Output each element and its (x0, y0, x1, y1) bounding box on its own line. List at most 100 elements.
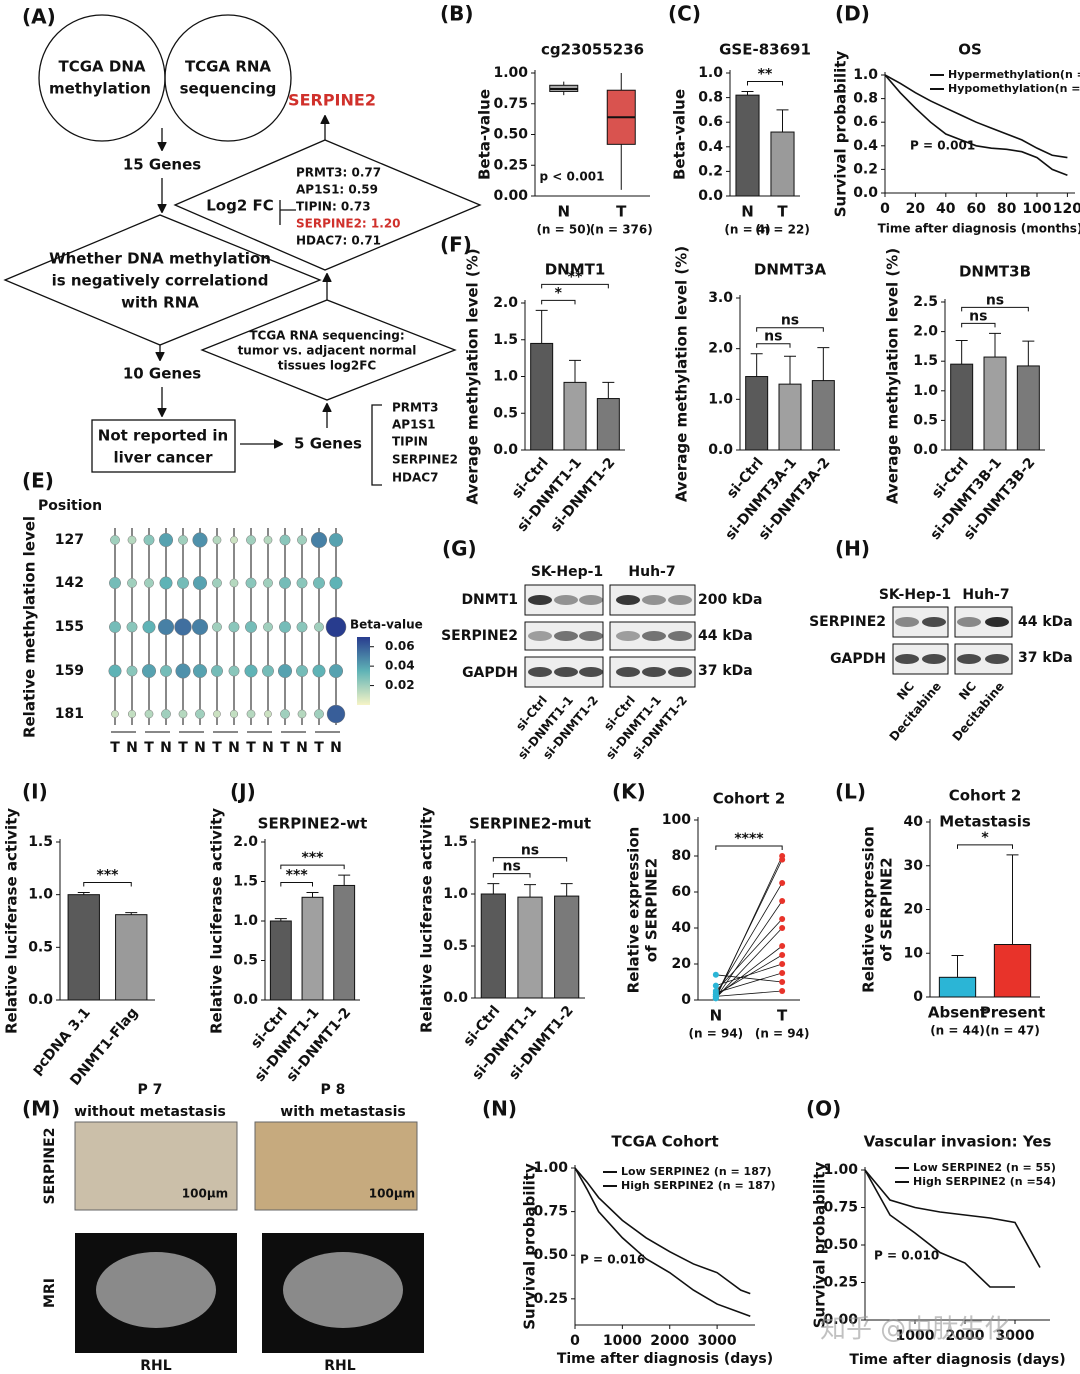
error-bar (77, 892, 90, 895)
row-label: 142 (55, 575, 84, 591)
y-axis-label: Relative methylation level (21, 516, 39, 738)
diamond (200, 299, 457, 401)
y-tick-label: 0.00 (823, 1312, 858, 1328)
x-tick-label: Absent (928, 1004, 987, 1022)
panel-letter: (C) (668, 2, 701, 26)
label: HDAC7: 0.71 (296, 234, 381, 248)
dot (296, 665, 308, 677)
bar (269, 920, 292, 1001)
dot (192, 663, 208, 679)
point (779, 880, 786, 886)
lane-label: NC (956, 679, 979, 703)
y-tick-label: 2.5 (913, 294, 938, 310)
y-axis-label: Average methylation level (%) (884, 248, 902, 504)
error-bar (989, 332, 1001, 358)
label: RHL (324, 1358, 355, 1374)
significance-bracket (756, 327, 824, 332)
dot (263, 622, 273, 632)
x-tick-label: T (616, 203, 627, 221)
dot (174, 618, 192, 636)
colorbar-label: 0.02 (385, 678, 415, 692)
x-axis-label: Time after diagnosis (days) (557, 1351, 773, 1367)
label: PRMT3 (392, 401, 439, 415)
pair-line (715, 859, 783, 997)
y-axis-label: Relative luciferase activity (418, 807, 436, 1033)
blot-band (985, 617, 1009, 627)
label: HDAC7 (392, 471, 438, 485)
blot-band (579, 595, 603, 605)
error-bar (602, 381, 615, 399)
y-axis-label: of SERPINE2 (878, 857, 896, 961)
label: tissues log2FC (278, 359, 377, 373)
x-tick-label: T (144, 740, 154, 756)
label: DNMT1 (461, 592, 518, 608)
bar (735, 94, 760, 197)
label: GAPDH (462, 665, 518, 681)
point (712, 995, 719, 1002)
significance-label: ns (969, 308, 987, 324)
chart-title: Vascular invasion: Yes (864, 1133, 1052, 1151)
y-tick-label: 1.0 (493, 369, 518, 385)
y-axis-label: of SERPINE2 (643, 858, 661, 962)
point (779, 961, 786, 967)
blot-band (957, 617, 981, 627)
point (779, 979, 786, 985)
blot-band (616, 667, 640, 677)
label: RHL (140, 1358, 171, 1374)
x-tick-label: N (160, 740, 172, 756)
diamond (3, 214, 322, 346)
dot (111, 710, 119, 718)
survival-curve (864, 1169, 1015, 1288)
blot-band (668, 595, 692, 605)
error-bar (560, 883, 573, 897)
label: TIPIN (392, 435, 428, 449)
x-tick-label: T (110, 740, 120, 756)
label: without metastasis (74, 1104, 226, 1120)
label: Whether DNA methylation (49, 250, 271, 268)
dot (296, 621, 308, 633)
dot (211, 665, 223, 677)
label: SK-Hep-1 (879, 587, 951, 603)
y-tick-label: 0.6 (853, 114, 878, 130)
y-tick-label: 0.75 (493, 96, 528, 112)
y-tick-label: 2.0 (708, 341, 733, 357)
x-tick-label: 80 (997, 201, 1017, 217)
significance-label: ns (503, 859, 521, 875)
x-tick-label: 1000 (603, 1333, 642, 1349)
significance-label: ns (986, 292, 1004, 308)
significance-label: *** (97, 868, 120, 884)
label: GAPDH (830, 651, 886, 667)
label: P 7 (138, 1082, 163, 1098)
bar (517, 896, 543, 999)
n-label: (n = 4) (724, 223, 770, 237)
blot-band (528, 667, 552, 677)
significance-bracket (961, 322, 996, 328)
dot (161, 709, 171, 719)
dot (277, 663, 293, 679)
dot (313, 577, 325, 589)
label: methylation (49, 80, 151, 98)
blot-band (922, 617, 946, 627)
point (712, 982, 719, 989)
label: liver cancer (113, 449, 213, 467)
y-tick-label: 0.75 (533, 1204, 568, 1220)
y-tick-label: 80 (672, 848, 692, 864)
x-tick-label: N (194, 740, 206, 756)
survival-curve (574, 1167, 751, 1295)
x-tick-label: N (296, 740, 308, 756)
dot (158, 532, 174, 548)
y-tick-label: 0.25 (533, 1291, 568, 1307)
dot (230, 536, 238, 544)
dot (296, 577, 308, 589)
y-tick-label: 1.0 (443, 886, 468, 902)
dot (262, 665, 274, 677)
error-bar (338, 874, 351, 886)
label: SERPINE2 (392, 453, 458, 467)
panel-letter: (L) (835, 780, 866, 804)
blot-band (616, 595, 640, 605)
error-bar (1022, 340, 1035, 366)
significance-label: *** (302, 850, 325, 866)
dot (143, 534, 155, 546)
significance-label: ns (764, 329, 782, 345)
panel-letter: (O) (806, 1097, 841, 1121)
